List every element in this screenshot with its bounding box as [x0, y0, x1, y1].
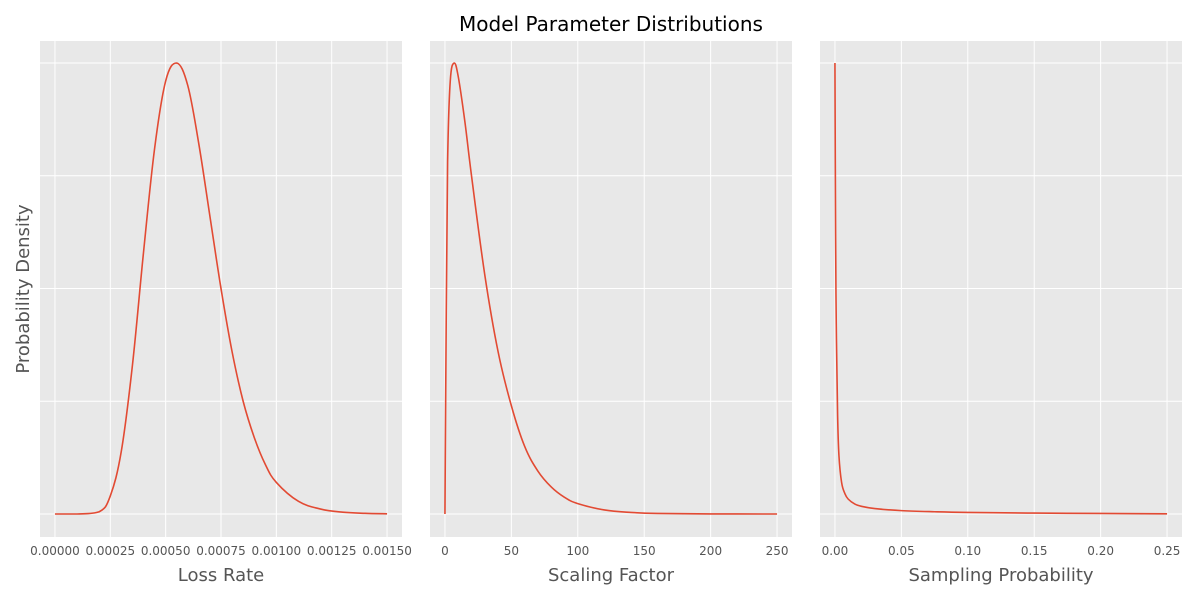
x-axis-label: Loss Rate — [178, 565, 264, 586]
x-tick-label: 0.10 — [954, 544, 981, 558]
subplot-2: 0 50 100 150 200 250 Scaling Factor — [430, 41, 792, 586]
x-tick-label: 100 — [566, 544, 589, 558]
x-tick-label: 50 — [504, 544, 519, 558]
density-line-3 — [834, 62, 1168, 515]
x-tick-label: 0.00150 — [362, 544, 412, 558]
x-tick-label: 0.00000 — [30, 544, 80, 558]
x-tick-label: 0.05 — [888, 544, 915, 558]
x-axis-label: Scaling Factor — [548, 565, 675, 586]
x-tick-label: 250 — [766, 544, 789, 558]
x-tick-label: 0.00125 — [307, 544, 357, 558]
x-tick-label: 0.15 — [1021, 544, 1048, 558]
x-tick-label: 0.25 — [1154, 544, 1181, 558]
figure-title: Model Parameter Distributions — [459, 12, 763, 36]
subplot-3: 0.00 0.05 0.10 0.15 0.20 0.25 Sampling Probabi… — [820, 41, 1182, 586]
density-line-2 — [444, 62, 778, 515]
x-tick-label: 0.20 — [1087, 544, 1114, 558]
x-tick-label: 150 — [633, 544, 656, 558]
x-tick-label: 0.00075 — [196, 544, 246, 558]
x-tick-label: 0.00050 — [141, 544, 191, 558]
x-tick-label: 0 — [441, 544, 449, 558]
y-axis-label: Probability Density — [13, 204, 34, 374]
subplot-1: 0.00000 0.00025 0.00050 0.00075 0.00100 0.001… — [30, 41, 412, 586]
subplot-panels: 0.00000 0.00025 0.00050 0.00075 0.00100 0.001… — [30, 41, 1182, 586]
x-tick-label: 0.00025 — [85, 544, 135, 558]
x-axis-label: Sampling Probability — [908, 565, 1093, 586]
x-tick-label: 200 — [699, 544, 722, 558]
x-tick-label: 0.00 — [822, 544, 849, 558]
x-tick-label: 0.00100 — [252, 544, 302, 558]
density-line-1 — [54, 62, 388, 515]
